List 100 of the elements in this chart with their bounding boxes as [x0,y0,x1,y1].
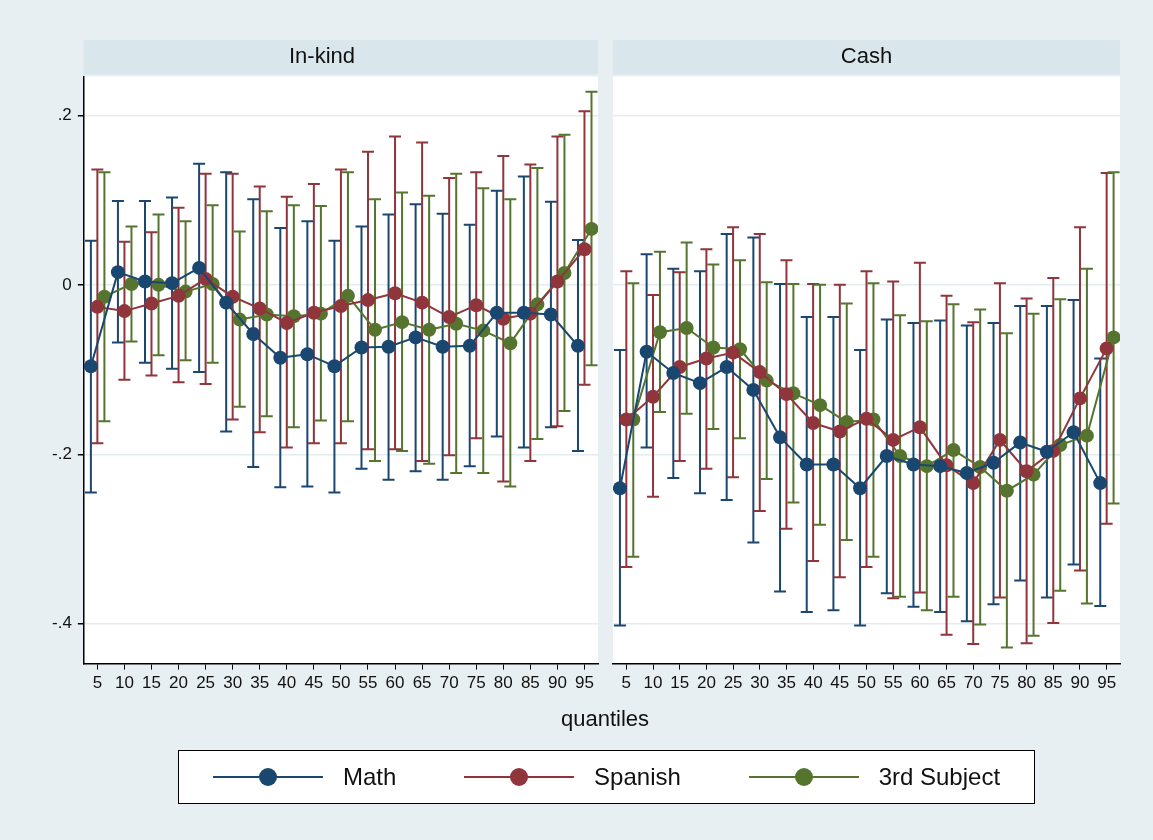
point [333,299,348,314]
point [679,321,694,336]
chart-title: In-kind [288,43,356,69]
point [966,476,981,491]
x-tick-label: 30 [223,673,243,693]
x-tick-label: 90 [547,673,567,693]
point [886,432,901,447]
x-tick-label: 45 [830,673,850,693]
point [799,457,814,472]
point [719,360,734,375]
x-tick-label: 60 [385,673,405,693]
y-tick-label: 0 [62,274,72,294]
point [577,242,592,257]
x-tick-label: 55 [358,673,378,693]
point [773,430,788,445]
x-tick-label: 80 [1017,673,1037,693]
point [462,338,477,353]
point [746,382,761,397]
point [1106,330,1120,345]
point [368,322,383,337]
x-tick-label: 35 [776,673,796,693]
x-tick-label: 10 [643,673,663,693]
x-tick-label: 10 [114,673,134,693]
point [246,326,261,341]
point [543,307,558,322]
y-tick-label: .2 [57,105,72,125]
point [706,340,721,355]
x-tick-label: 70 [439,673,459,693]
point [516,305,531,320]
point [435,339,450,354]
point [408,330,423,345]
point [165,276,180,291]
legend-label: Math [342,763,397,791]
point [340,288,355,303]
point [469,298,484,313]
x-tick-label: 90 [1070,673,1090,693]
y-tick-label: -.2 [52,444,72,463]
point [1013,435,1028,450]
x-tick-label: 40 [803,673,823,693]
point [699,351,714,366]
point [489,305,504,320]
point [859,411,874,426]
point [144,296,159,311]
x-tick-label: 65 [937,673,957,693]
x-tick-label: 85 [520,673,540,693]
x-tick-label: 95 [1097,673,1117,693]
point [570,338,585,353]
point [360,293,375,308]
point [752,365,767,380]
point [1079,428,1094,443]
point [933,459,948,474]
x-tick-label: 20 [169,673,189,693]
x-tick-label: 30 [750,673,770,693]
x-tick-label: 25 [723,673,743,693]
point [550,274,565,289]
point [415,295,430,310]
point [422,322,437,337]
x-tick-label: 15 [142,673,161,693]
point [110,265,125,280]
x-tick-label: 50 [331,673,351,693]
point [124,277,139,291]
point [652,325,667,340]
point [1099,341,1114,356]
point [171,288,186,303]
x-tick-label: 15 [670,673,690,693]
point [442,310,457,325]
x-axis-title: quantiles [559,706,651,732]
point [813,398,828,413]
point [1072,391,1087,406]
x-tick-label: 60 [910,673,930,693]
point [999,483,1014,498]
point [354,340,369,355]
point [306,305,321,320]
legend-label: Spanish [594,763,681,791]
x-tick-label: 50 [857,673,876,693]
point [692,376,707,391]
point [992,432,1007,447]
point [252,301,267,316]
point [879,449,894,463]
legend-label: 3rd Subject [878,763,1001,791]
x-tick-label: 55 [883,673,903,693]
point [138,274,152,289]
x-tick-label: 75 [466,673,486,693]
chart-title: Cash [840,43,893,69]
point [1039,444,1054,459]
x-tick-label: 5 [621,673,632,693]
x-tick-label: 5 [92,673,103,693]
x-tick-label: 35 [250,673,270,693]
point [395,315,410,330]
point [273,350,288,365]
x-tick-label: 45 [304,673,324,693]
x-tick-label: 75 [990,673,1010,693]
point [388,286,403,301]
point [279,315,294,330]
x-tick-label: 65 [412,673,432,693]
point [912,420,927,435]
x-tick-label: 95 [575,673,594,693]
point [832,424,847,439]
x-tick-label: 70 [963,673,983,693]
point [639,344,654,359]
